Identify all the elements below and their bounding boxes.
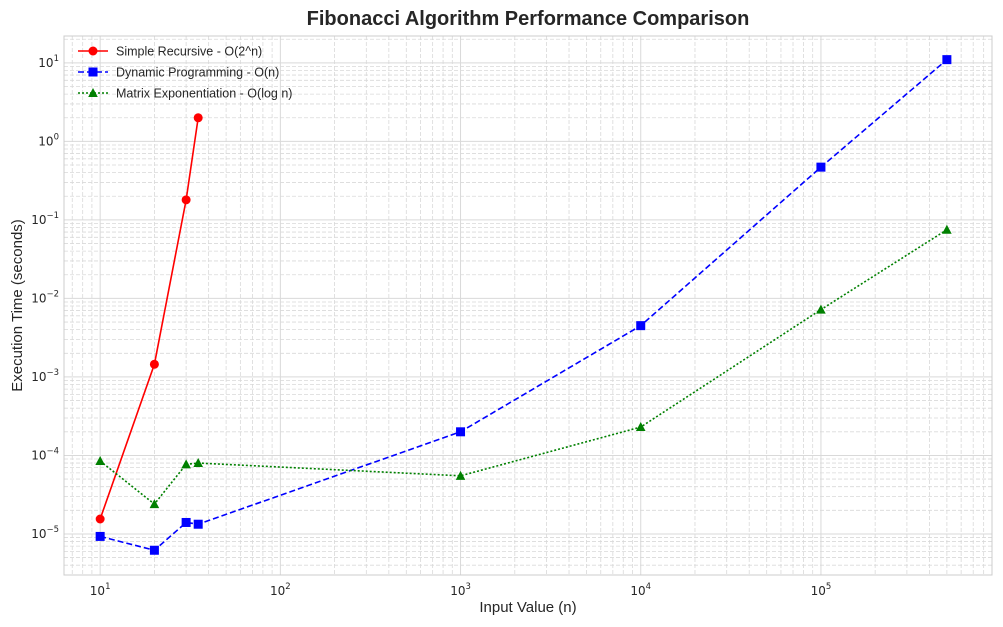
data-point — [95, 455, 105, 465]
data-point — [193, 458, 203, 468]
x-tick-label: 101 — [90, 582, 111, 598]
tick-base: 10 — [31, 370, 46, 384]
data-point — [636, 321, 646, 331]
legend-item: Matrix Exponentiation - O(log n) — [78, 87, 292, 101]
tick-exponent: 5 — [826, 582, 831, 592]
data-point — [149, 499, 160, 509]
tick-base: 10 — [31, 448, 46, 462]
data-point — [942, 55, 952, 65]
y-tick-label: 100 — [38, 132, 59, 148]
x-tick-label: 105 — [811, 582, 832, 598]
x-tick-label: 104 — [630, 582, 651, 598]
series-3 — [95, 224, 952, 509]
tick-exponent: 0 — [54, 132, 59, 142]
series-line — [99, 117, 199, 520]
x-tick-labels: 101 102 103 104 105 — [90, 582, 831, 598]
legend-label: Simple Recursive - O(2^n) — [116, 45, 262, 59]
chart-title: Fibonacci Algorithm Performance Comparis… — [307, 8, 750, 30]
tick-exponent: −3 — [46, 368, 59, 378]
y-axis-label: Execution Time (seconds) — [9, 219, 26, 392]
tick-base: 10 — [450, 584, 465, 598]
y-tick-label: 10−3 — [31, 368, 59, 384]
series-2 — [95, 55, 952, 555]
tick-exponent: −4 — [46, 446, 59, 456]
data-point — [455, 470, 466, 480]
tick-base: 10 — [90, 584, 105, 598]
data-point — [635, 422, 646, 432]
legend-item: Simple Recursive - O(2^n) — [78, 45, 262, 59]
tick-base: 10 — [630, 584, 645, 598]
tick-base: 10 — [31, 291, 46, 305]
data-point — [95, 531, 105, 541]
major-gridlines — [64, 36, 992, 575]
data-point — [816, 162, 826, 172]
tick-exponent: −2 — [46, 289, 59, 299]
data-point — [149, 545, 159, 555]
series-1 — [95, 113, 203, 524]
tick-exponent: −5 — [46, 525, 59, 535]
tick-exponent: 3 — [465, 582, 470, 592]
tick-base: 10 — [31, 213, 46, 227]
series-line — [99, 59, 948, 552]
tick-exponent: 1 — [54, 54, 59, 64]
data-point — [181, 195, 191, 205]
data-point — [816, 304, 826, 314]
y-tick-label: 10−1 — [31, 211, 59, 227]
x-axis-label: Input Value (n) — [479, 599, 576, 616]
legend-label: Dynamic Programming - O(n) — [116, 66, 279, 80]
minor-gridlines — [64, 36, 992, 576]
tick-base: 10 — [270, 584, 285, 598]
data-point — [942, 224, 952, 234]
tick-base: 10 — [38, 56, 53, 70]
x-tick-label: 102 — [270, 582, 291, 598]
data-point — [193, 113, 203, 123]
tick-exponent: 4 — [646, 582, 651, 592]
y-tick-label: 10−4 — [31, 446, 59, 462]
series-layer — [95, 55, 952, 555]
legend-label: Matrix Exponentiation - O(log n) — [116, 87, 292, 101]
legend-marker — [88, 46, 98, 56]
legend-item: Dynamic Programming - O(n) — [78, 66, 279, 80]
y-tick-label: 101 — [38, 54, 59, 70]
x-tick-label: 103 — [450, 582, 471, 598]
plot-frame — [63, 35, 993, 576]
y-tick-label: 10−5 — [31, 525, 59, 541]
tick-exponent: 2 — [285, 582, 290, 592]
legend: Simple Recursive - O(2^n) Dynamic Program… — [78, 45, 292, 101]
data-point — [456, 427, 466, 437]
tick-base: 10 — [38, 134, 53, 148]
legend-marker — [88, 67, 98, 77]
data-point — [95, 514, 105, 524]
tick-exponent: 1 — [105, 582, 110, 592]
tick-base: 10 — [811, 584, 826, 598]
tick-base: 10 — [31, 527, 46, 541]
tick-exponent: −1 — [46, 211, 59, 221]
legend-marker — [88, 88, 98, 97]
data-point — [181, 517, 191, 527]
y-tick-label: 10−2 — [31, 289, 59, 305]
series-line — [99, 229, 948, 506]
data-point — [149, 359, 159, 369]
plot-area — [64, 36, 992, 575]
data-point — [193, 519, 203, 529]
data-point — [181, 459, 191, 469]
